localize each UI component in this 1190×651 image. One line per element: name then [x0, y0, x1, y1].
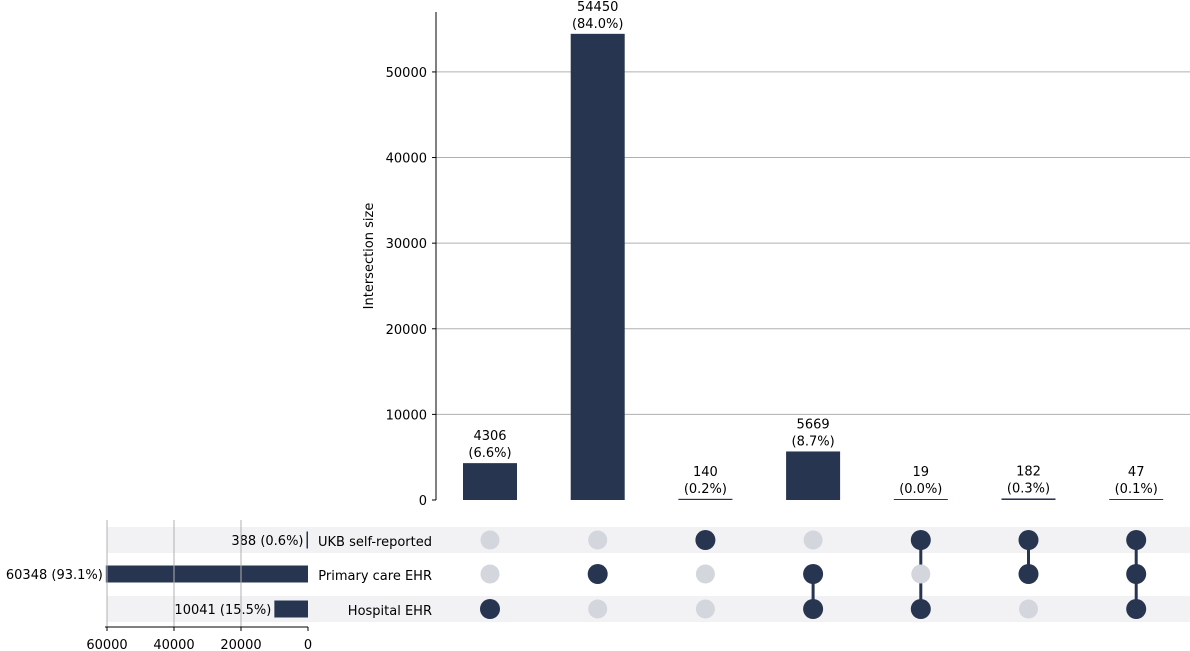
- y-tick-label: 20000: [386, 323, 427, 338]
- set-name: Hospital EHR: [348, 604, 432, 619]
- matrix-dot-active: [1126, 564, 1147, 584]
- intersection-bar: [1001, 498, 1056, 500]
- set-size-bar: [274, 600, 308, 618]
- set-size-label: 60348 (93.1%): [6, 568, 103, 583]
- matrix-dot-active: [910, 530, 931, 550]
- bar-value-label: 19: [913, 465, 930, 480]
- bar-value-label: 140: [693, 465, 718, 480]
- y-axis-label: Intersection size: [362, 203, 377, 310]
- intersection-bar: [678, 498, 733, 500]
- intersection-bar: [893, 499, 948, 500]
- intersection-bars: [463, 33, 1164, 501]
- set-size-tick-label: 20000: [220, 638, 261, 651]
- y-tick-label: 40000: [386, 152, 427, 167]
- intersection-matrix: [480, 530, 1147, 619]
- set-size-bar: [306, 531, 308, 549]
- y-tick-label: 10000: [386, 408, 427, 423]
- set-name: UKB self-reported: [318, 535, 432, 550]
- matrix-dot-active: [480, 599, 500, 619]
- set-size-tick-label: 40000: [153, 638, 194, 651]
- set-names: UKB self-reported Primary care EHR Hospita…: [318, 535, 432, 619]
- matrix-dot-active: [1018, 530, 1039, 550]
- matrix-dot-inactive: [695, 564, 715, 584]
- intersection-bar: [786, 451, 841, 500]
- bar-percent-label: (8.7%): [792, 434, 835, 449]
- y-tick-label: 50000: [386, 66, 427, 81]
- bar-value-label: 54450: [577, 0, 618, 15]
- matrix-dot-inactive: [480, 564, 500, 584]
- matrix-dot-active: [1126, 599, 1147, 619]
- matrix-dot-inactive: [911, 564, 931, 584]
- set-size-tick-label: 0: [304, 638, 312, 651]
- bar-percent-label: (0.3%): [1007, 481, 1050, 496]
- matrix-dot-active: [587, 564, 608, 584]
- set-size-axis: 60000 40000 20000 0: [86, 520, 312, 651]
- matrix-dot-active: [695, 530, 716, 550]
- matrix-dot-active: [803, 564, 824, 584]
- intersection-bar-labels: 4306 (6.6%) 54450 (84.0%) 140 (0.2%) 5669 (8.7%…: [468, 0, 1157, 497]
- matrix-dot-active: [1126, 530, 1147, 550]
- matrix-dot-inactive: [695, 599, 715, 619]
- bar-value-label: 5669: [797, 417, 830, 432]
- matrix-dot-inactive: [588, 530, 608, 550]
- bar-value-label: 47: [1128, 465, 1145, 480]
- bar-value-label: 4306: [473, 429, 506, 444]
- intersection-y-axis: 0 10000 20000 30000 40000 50000: [386, 12, 437, 509]
- y-tick-label: 0: [419, 494, 427, 509]
- set-size-bar: [105, 565, 308, 583]
- intersection-bar: [1109, 499, 1164, 500]
- bar-percent-label: (0.0%): [899, 482, 942, 497]
- bar-percent-label: (0.2%): [684, 482, 727, 497]
- bar-value-label: 182: [1016, 464, 1041, 479]
- matrix-dot-inactive: [480, 530, 500, 550]
- intersection-bar: [463, 463, 517, 500]
- set-size-tick-label: 60000: [86, 638, 127, 651]
- bar-percent-label: (6.6%): [468, 446, 511, 461]
- set-size-label: 388 (0.6%): [231, 534, 303, 549]
- gridlines: [436, 71, 1190, 415]
- set-size-label: 10041 (15.5%): [174, 603, 271, 618]
- matrix-dot-inactive: [803, 530, 823, 550]
- matrix-dot-active: [1018, 564, 1039, 584]
- matrix-row-shading: [107, 527, 1190, 622]
- matrix-dot-inactive: [1019, 599, 1038, 619]
- matrix-dot-active: [910, 599, 931, 619]
- bar-percent-label: (0.1%): [1115, 482, 1158, 497]
- set-name: Primary care EHR: [318, 569, 432, 584]
- matrix-dot-active: [803, 599, 824, 619]
- bar-percent-label: (84.0%): [572, 17, 623, 32]
- intersection-bar: [570, 33, 625, 501]
- matrix-dot-inactive: [588, 599, 608, 619]
- y-tick-label: 30000: [386, 237, 427, 252]
- set-size-bars: 388 (0.6%) 60348 (93.1%) 10041 (15.5%): [6, 531, 308, 618]
- row-shade: [107, 527, 1190, 553]
